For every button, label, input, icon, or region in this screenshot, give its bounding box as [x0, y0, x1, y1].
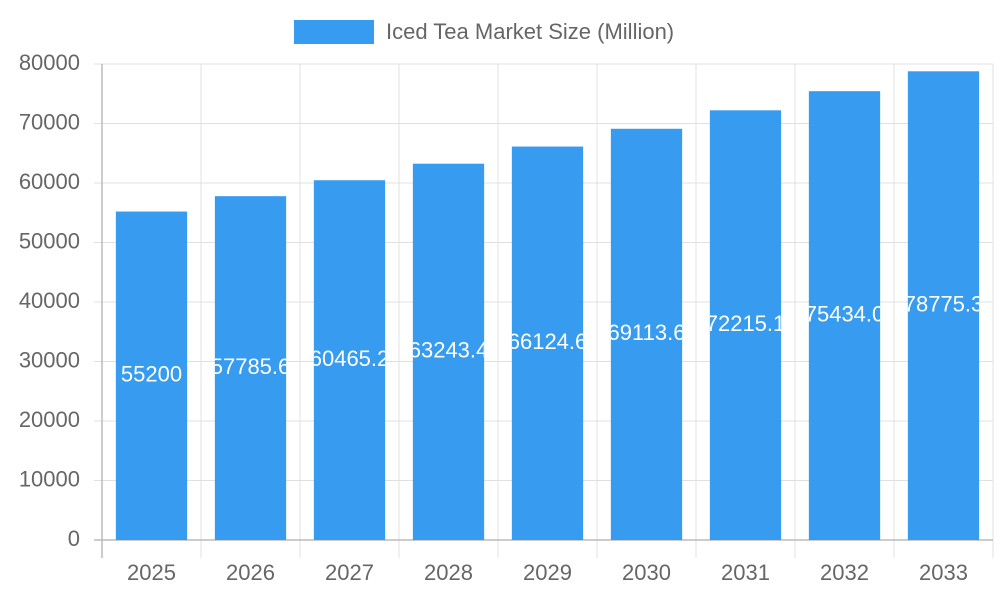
value-label: 69113.6	[608, 320, 686, 345]
y-tick-label: 30000	[19, 347, 80, 372]
x-tick-label: 2032	[820, 560, 869, 585]
legend-label: Iced Tea Market Size (Million)	[386, 19, 674, 44]
bar	[115, 211, 188, 540]
value-label: 75434.0	[805, 301, 885, 326]
y-tick-label: 0	[68, 526, 80, 551]
bar	[214, 196, 287, 541]
bar	[808, 91, 881, 541]
x-tick-label: 2030	[622, 560, 671, 585]
y-tick-label: 20000	[19, 407, 80, 432]
x-tick-label: 2031	[721, 560, 770, 585]
y-tick-label: 10000	[19, 466, 80, 491]
bar	[610, 128, 683, 540]
value-label: 63243.4	[409, 338, 489, 363]
bars	[115, 71, 980, 541]
x-tick-label: 2028	[424, 560, 473, 585]
y-tick-label: 60000	[19, 169, 80, 194]
legend-swatch	[294, 20, 374, 44]
y-tick-label: 50000	[19, 228, 80, 253]
x-tick-label: 2027	[325, 560, 374, 585]
value-label: 60465.2	[310, 346, 390, 371]
x-tick-label: 2025	[127, 560, 176, 585]
bar	[907, 71, 980, 541]
x-tick-label: 2026	[226, 560, 275, 585]
bar	[511, 146, 584, 540]
labels: 55200 57785.6 60465.2 63243.4 66124.6 69113.6…	[121, 291, 984, 387]
bar	[412, 163, 485, 540]
value-label: 78775.3	[904, 291, 984, 316]
bar	[709, 110, 782, 540]
bar	[313, 180, 386, 540]
y-tick-label: 80000	[19, 50, 80, 75]
x-tick-label: 2033	[919, 560, 968, 585]
value-label: 55200	[121, 362, 182, 387]
value-label: 72215.1	[706, 311, 786, 336]
y-tick-label: 70000	[19, 109, 80, 134]
value-label: 57785.6	[211, 354, 291, 379]
x-tick-label: 2029	[523, 560, 572, 585]
y-tick-label: 40000	[19, 288, 80, 313]
value-label: 66124.6	[508, 329, 588, 354]
